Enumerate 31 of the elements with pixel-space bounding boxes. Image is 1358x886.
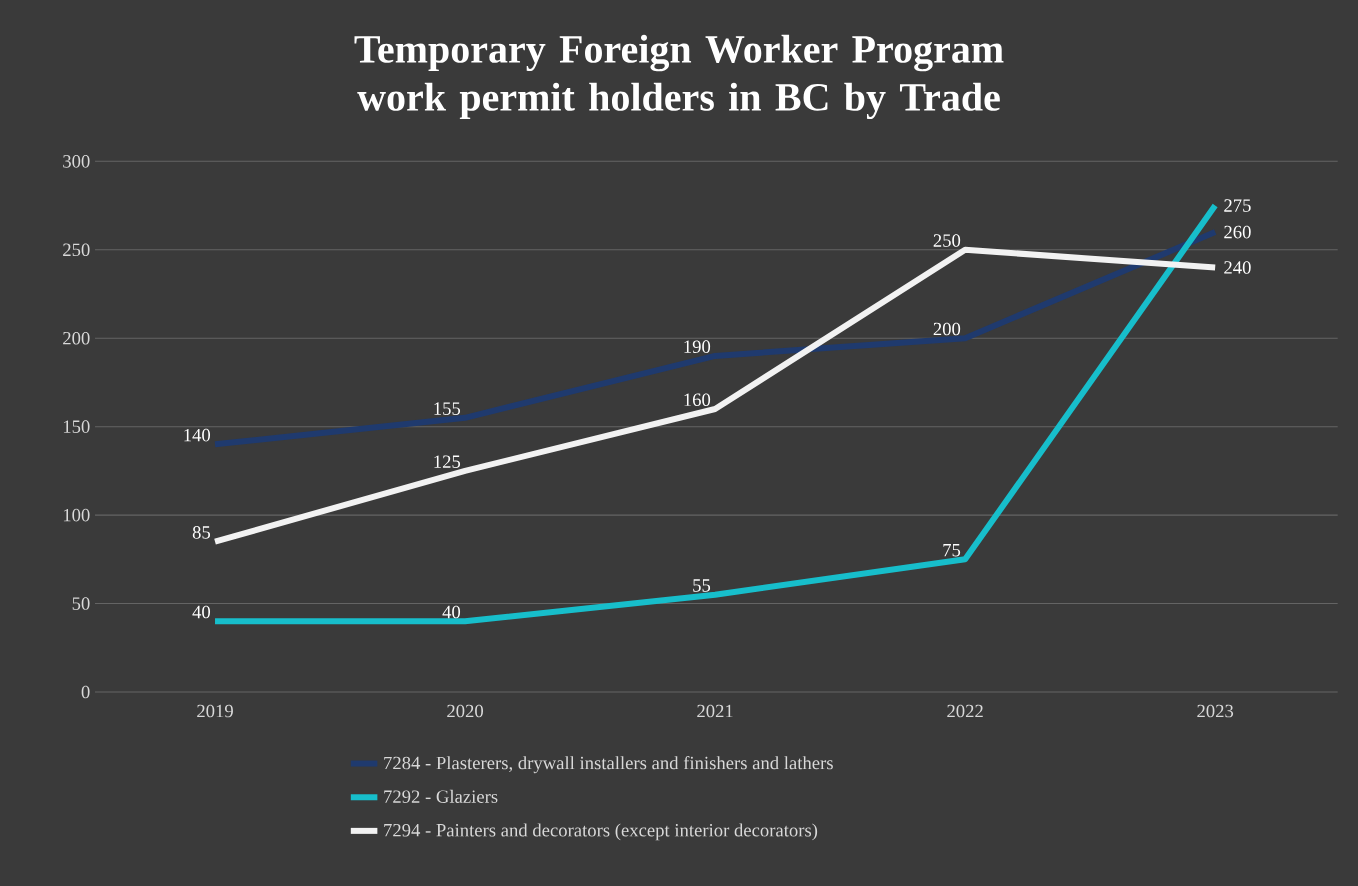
data-label: 125 [434,455,461,468]
data-label: 55 [693,579,711,592]
legend-label: 7284 - Plasterers, drywall installers and finishers and lathers [384,755,833,774]
x-tick-label: 2020 [447,704,484,718]
y-tick-label: 0 [81,685,90,699]
data-label: 190 [684,340,711,353]
data-label: 85 [192,526,211,539]
data-label: 250 [933,234,961,247]
x-tick-label: 2022 [947,704,983,718]
data-label: 40 [192,605,211,619]
x-tick-label: 2019 [197,704,233,718]
data-label: 240 [1224,261,1251,274]
legend-label: 7294 - Painters and decorators (except interior decorators) [384,823,818,841]
data-label: 160 [684,393,711,407]
y-tick-label: 150 [63,420,90,433]
data-label: 275 [1224,199,1251,212]
data-label: 75 [943,543,961,557]
data-label: 140 [184,428,211,442]
y-tick-label: 250 [63,243,90,257]
data-label: 155 [434,402,461,415]
y-tick-label: 300 [63,155,90,168]
x-tick-label: 2021 [697,704,733,718]
x-tick-label: 2023 [1197,704,1234,718]
chart-title: Temporary Foreign Worker Program work permit holders in BC by Trade [354,34,1004,120]
y-tick-label: 50 [72,597,90,610]
y-tick-label: 200 [63,331,90,345]
data-label: 40 [442,605,461,619]
legend-label: 7292 - Glaziers [384,789,498,803]
y-tick-label: 100 [63,508,90,522]
data-label: 200 [933,322,961,336]
data-label: 260 [1224,225,1251,239]
